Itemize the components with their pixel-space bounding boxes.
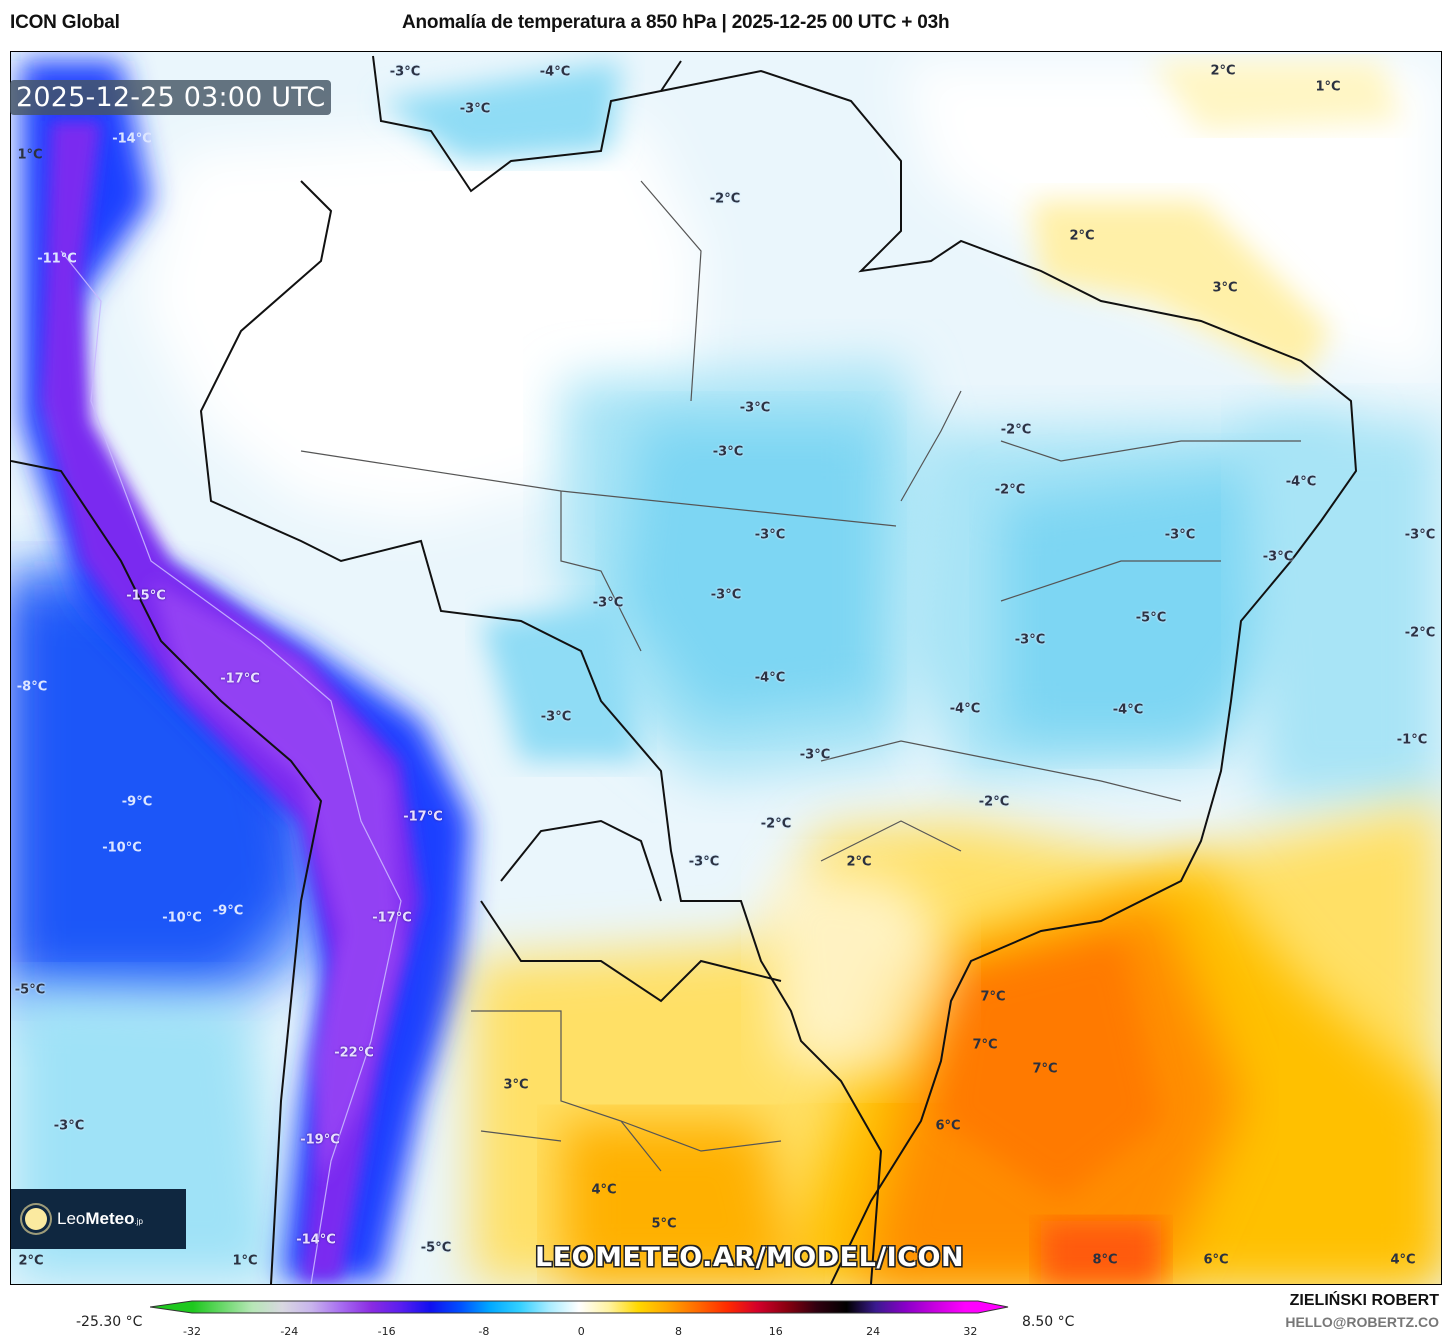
contour-label: 2°C (1069, 228, 1095, 244)
contour-label: -2°C (1404, 625, 1436, 641)
contour-label: -1°C (1396, 732, 1428, 748)
contour-label: -3°C (1164, 527, 1196, 543)
colorbar (149, 1300, 1020, 1340)
colorbar-tick-label: 32 (963, 1325, 978, 1338)
contour-label: -3°C (712, 444, 744, 460)
contour-label: -3°C (592, 595, 624, 611)
author-email[interactable]: HELLO@ROBERTZ.CO (1285, 1314, 1439, 1330)
contour-label: -22°C (334, 1045, 374, 1061)
contour-label: -3°C (739, 400, 771, 416)
contour-label: -3°C (389, 64, 421, 80)
contour-label: 1°C (1315, 79, 1341, 95)
colorbar-gradient (149, 1300, 1009, 1314)
contour-label: -3°C (710, 587, 742, 603)
contour-label: -17°C (372, 910, 412, 926)
contour-label: -2°C (1000, 422, 1032, 438)
contour-label: -4°C (1285, 474, 1317, 490)
source-watermark: LEOMETEO.AR/MODEL/ICON (535, 1242, 965, 1273)
colorbar-tick-label: 16 (768, 1325, 783, 1338)
contour-label: -3°C (540, 709, 572, 725)
sun-icon (25, 1208, 47, 1230)
contour-label: 7°C (980, 989, 1006, 1005)
contour-label: -15°C (126, 588, 166, 604)
contour-label: 8°C (1092, 1252, 1118, 1268)
contour-label: -9°C (121, 794, 153, 810)
temperature-anomaly-map (10, 51, 1442, 1285)
contour-label: -5°C (14, 982, 46, 998)
colorbar-tick-label: 24 (866, 1325, 881, 1338)
contour-label: -2°C (760, 816, 792, 832)
contour-label: 1°C (232, 1253, 258, 1269)
contour-label: -4°C (754, 670, 786, 686)
contour-label: 6°C (1203, 1252, 1229, 1268)
contour-label: -8°C (16, 679, 48, 695)
contour-label: -14°C (112, 131, 152, 147)
contour-label: 5°C (651, 1216, 677, 1232)
contour-label: -3°C (799, 747, 831, 763)
contour-label: -10°C (102, 840, 142, 856)
contour-label: -2°C (978, 794, 1010, 810)
contour-label: 3°C (1212, 280, 1238, 296)
contour-label: 3°C (503, 1077, 529, 1093)
contour-label: 2°C (1210, 63, 1236, 79)
colorbar-max-value: 8.50 °C (1022, 1314, 1075, 1330)
contour-label: -3°C (53, 1118, 85, 1134)
contour-label: 2°C (18, 1253, 44, 1269)
contour-label: -4°C (1112, 702, 1144, 718)
contour-label: -3°C (688, 854, 720, 870)
colorbar-tick-label: 0 (577, 1325, 585, 1338)
contour-label: -3°C (1014, 632, 1046, 648)
contour-label: -3°C (459, 101, 491, 117)
contour-label: 2°C (846, 854, 872, 870)
colorbar-min-value: -25.30 °C (76, 1314, 143, 1330)
contour-label: -3°C (1262, 549, 1294, 565)
colorbar-tick-label: 8 (675, 1325, 682, 1338)
contour-label: -17°C (220, 671, 260, 687)
model-name: ICON Global (10, 12, 120, 33)
valid-time-badge: 2025-12-25 03:00 UTC (10, 80, 332, 115)
contour-label: -2°C (994, 482, 1026, 498)
map-field (11, 52, 1441, 1284)
colorbar-tick-label: -24 (280, 1325, 299, 1338)
contour-label: -5°C (420, 1240, 452, 1256)
contour-label: -5°C (1135, 610, 1167, 626)
contour-label: -2°C (709, 191, 741, 207)
contour-label: 7°C (972, 1037, 998, 1053)
contour-label: -14°C (296, 1232, 336, 1248)
contour-label: -11°C (37, 251, 77, 267)
contour-label: -17°C (403, 809, 443, 825)
contour-label: -19°C (300, 1132, 340, 1148)
leometeo-logo[interactable]: LeoMeteo.jp (11, 1189, 186, 1249)
contour-label: -4°C (539, 64, 571, 80)
contour-label: 6°C (935, 1118, 961, 1134)
contour-label: -10°C (162, 910, 202, 926)
colorbar-tick-label: -16 (377, 1325, 396, 1338)
author-name: ZIELIŃSKI ROBERT (1289, 1292, 1439, 1309)
contour-label: 4°C (1390, 1252, 1416, 1268)
contour-label: -3°C (1404, 527, 1436, 543)
chart-title: Anomalía de temperatura a 850 hPa | 2025… (402, 12, 950, 33)
contour-label: 1°C (17, 147, 43, 163)
colorbar-tick-label: -32 (183, 1325, 201, 1338)
contour-label: 4°C (591, 1182, 617, 1198)
contour-label: 7°C (1032, 1061, 1058, 1077)
contour-label: -4°C (949, 701, 981, 717)
contour-label: -9°C (212, 903, 244, 919)
colorbar-tick-label: -8 (478, 1325, 490, 1338)
contour-label: -3°C (754, 527, 786, 543)
logo-text: LeoMeteo.jp (57, 1209, 143, 1228)
